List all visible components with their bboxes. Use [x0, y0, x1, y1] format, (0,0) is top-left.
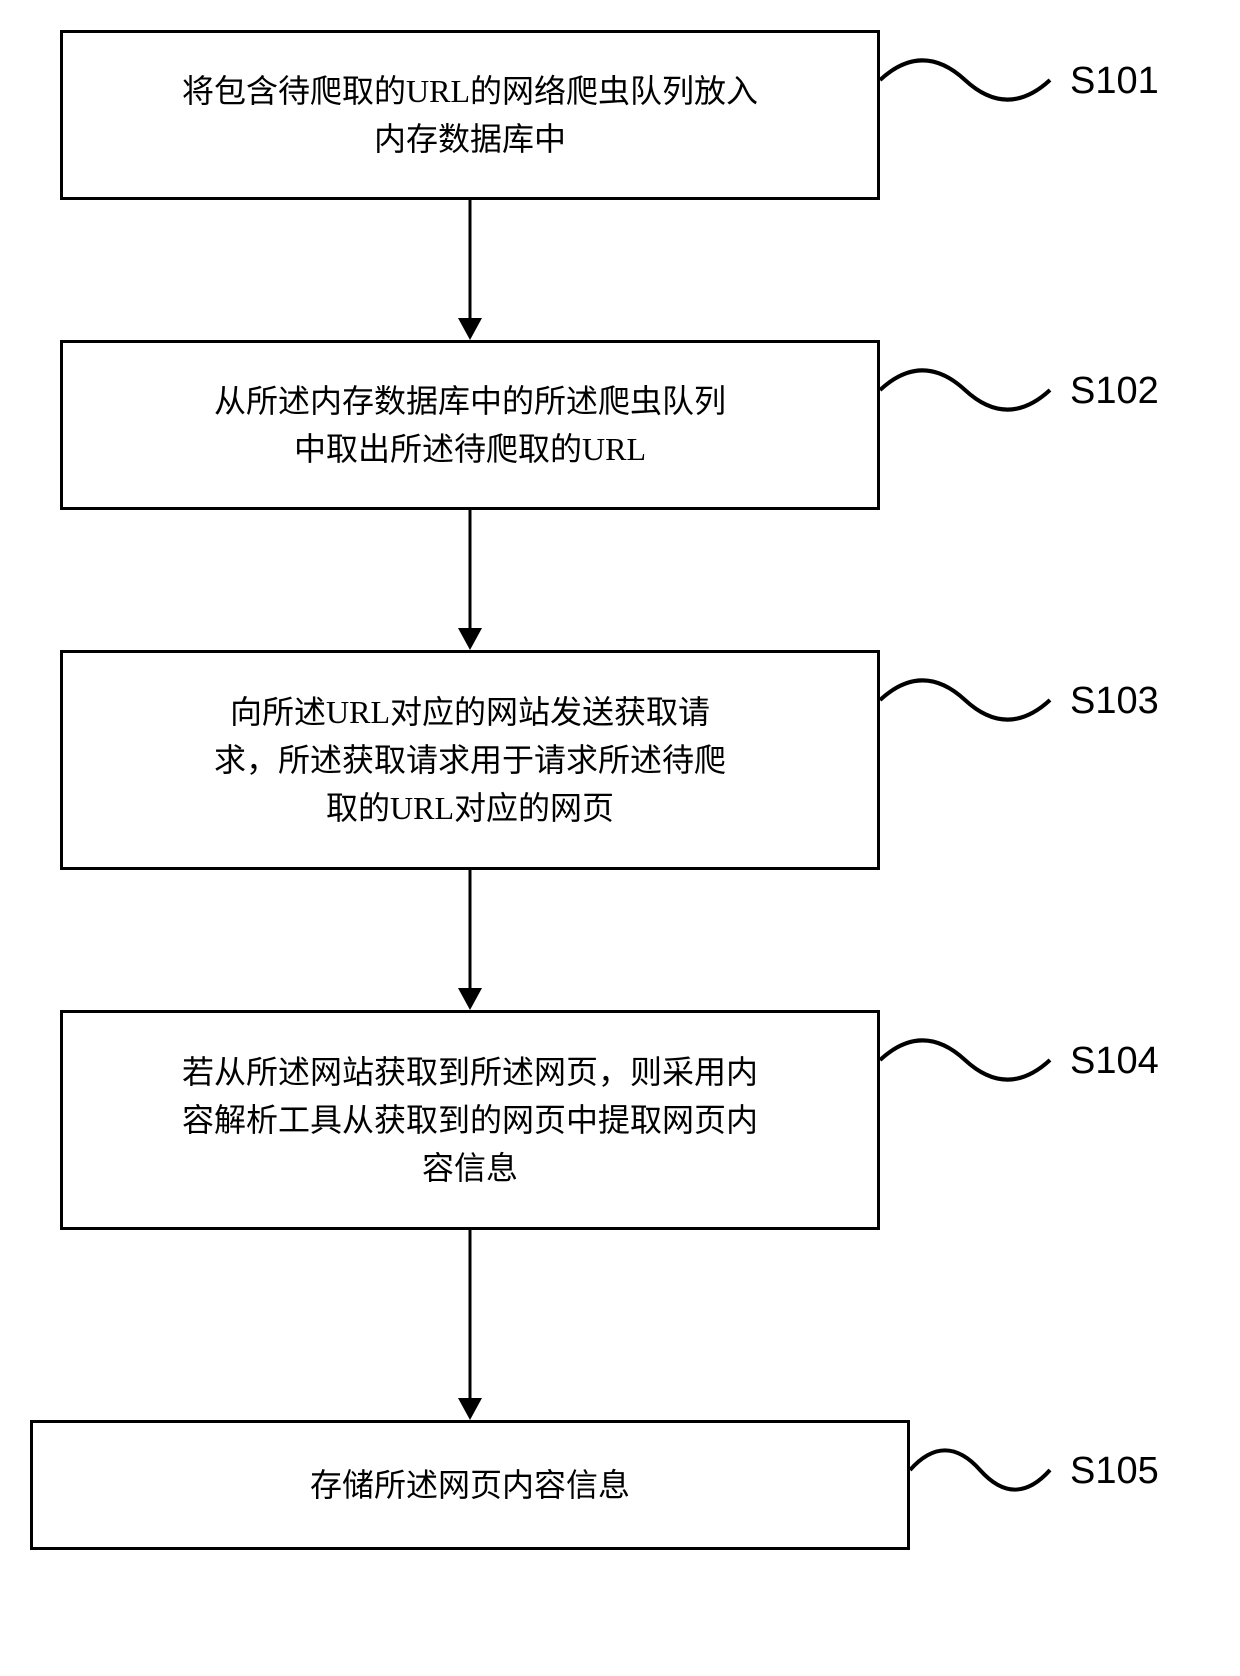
wavy-connector-icon [880, 350, 1050, 430]
step-label-S105: S105 [1070, 1450, 1159, 1493]
flowchart-step-S101: 将包含待爬取的URL的网络爬虫队列放入内存数据库中 [60, 30, 880, 200]
wavy-connector-icon [880, 1020, 1050, 1100]
step-text: 向所述URL对应的网站发送获取请求，所述获取请求用于请求所述待爬取的URL对应的… [214, 688, 726, 832]
step-label-S103: S103 [1070, 680, 1159, 723]
step-text: 若从所述网站获取到所述网页，则采用内容解析工具从获取到的网页中提取网页内容信息 [182, 1048, 758, 1192]
step-text: 存储所述网页内容信息 [310, 1461, 630, 1509]
flowchart-step-S104: 若从所述网站获取到所述网页，则采用内容解析工具从获取到的网页中提取网页内容信息 [60, 1010, 880, 1230]
flowchart-step-S105: 存储所述网页内容信息 [30, 1420, 910, 1550]
step-text: 从所述内存数据库中的所述爬虫队列中取出所述待爬取的URL [214, 377, 726, 473]
flowchart-arrow-icon [450, 200, 490, 340]
step-text: 将包含待爬取的URL的网络爬虫队列放入内存数据库中 [182, 67, 758, 163]
flowchart-arrow-icon [450, 1230, 490, 1420]
flowchart-arrow-icon [450, 510, 490, 650]
step-label-S102: S102 [1070, 370, 1159, 413]
wavy-connector-icon [880, 660, 1050, 740]
flowchart-container: 将包含待爬取的URL的网络爬虫队列放入内存数据库中 S101 从所述内存数据库中的所… [0, 0, 1240, 1676]
step-label-S101: S101 [1070, 60, 1159, 103]
wavy-connector-icon [880, 40, 1050, 120]
flowchart-arrow-icon [450, 870, 490, 1010]
flowchart-step-S103: 向所述URL对应的网站发送获取请求，所述获取请求用于请求所述待爬取的URL对应的… [60, 650, 880, 870]
wavy-connector-icon [910, 1430, 1050, 1510]
flowchart-step-S102: 从所述内存数据库中的所述爬虫队列中取出所述待爬取的URL [60, 340, 880, 510]
step-label-S104: S104 [1070, 1040, 1159, 1083]
